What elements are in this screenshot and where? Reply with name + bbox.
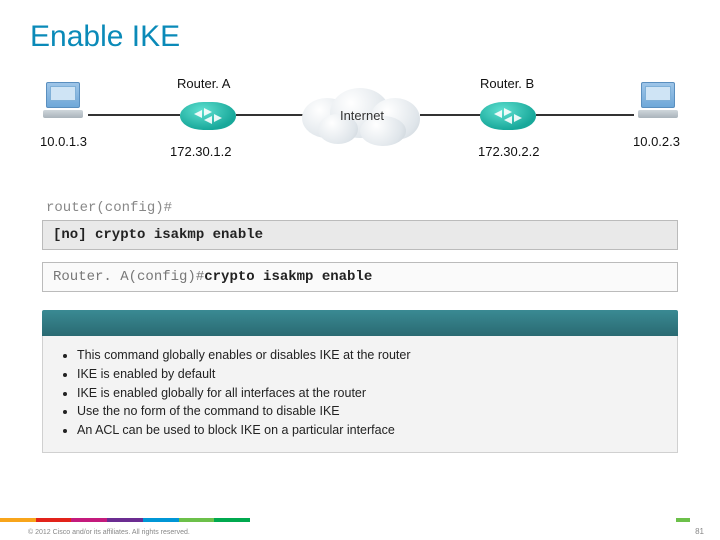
command-example: Router. A(config)#crypto isakmp enable [42,262,678,292]
router-icon [180,102,236,130]
command-example-block: Router. A(config)#crypto isakmp enable [42,262,678,292]
router-a-ip: 172.30.1.2 [170,144,231,159]
config-prompt: router(config)# [42,192,678,220]
link [88,114,180,116]
notes-body: This command globally enables or disable… [42,336,678,453]
router-b-label: Router. B [480,76,534,91]
notes-header [42,310,678,336]
page-number: 81 [695,527,704,536]
router-b-ip: 172.30.2.2 [478,144,539,159]
command-syntax: [no] crypto isakmp enable [42,220,678,250]
link [536,114,634,116]
note-item: Use the no form of the command to disabl… [77,402,661,421]
pc-right-ip: 10.0.2.3 [633,134,680,149]
pc-icon [635,82,680,118]
footer: © 2012 Cisco and/or its affiliates. All … [0,514,720,540]
pc-icon [40,82,85,118]
command-syntax-block: router(config)# [no] crypto isakmp enabl… [42,192,678,250]
link [420,114,482,116]
example-prompt: Router. A(config)# [53,269,204,285]
note-item: IKE is enabled by default [77,365,661,384]
copyright: © 2012 Cisco and/or its affiliates. All … [28,529,190,536]
brand-stripe-accent [676,518,690,522]
notes-list: This command globally enables or disable… [59,346,661,440]
note-item: This command globally enables or disable… [77,346,661,365]
network-topology: Internet Router. A Router. B 10.0.1.3 10… [40,72,680,182]
slide: Enable IKE [0,0,720,540]
router-a-label: Router. A [177,76,230,91]
router-icon [480,102,536,130]
notes-panel: This command globally enables or disable… [42,310,678,453]
example-command: crypto isakmp enable [204,269,372,285]
note-item: IKE is enabled globally for all interfac… [77,384,661,403]
link [236,114,306,116]
internet-cloud-icon: Internet [302,84,422,144]
pc-left-ip: 10.0.1.3 [40,134,87,149]
page-title: Enable IKE [0,0,720,54]
brand-stripe [0,518,250,522]
note-item: An ACL can be used to block IKE on a par… [77,421,661,440]
internet-label: Internet [302,108,422,123]
